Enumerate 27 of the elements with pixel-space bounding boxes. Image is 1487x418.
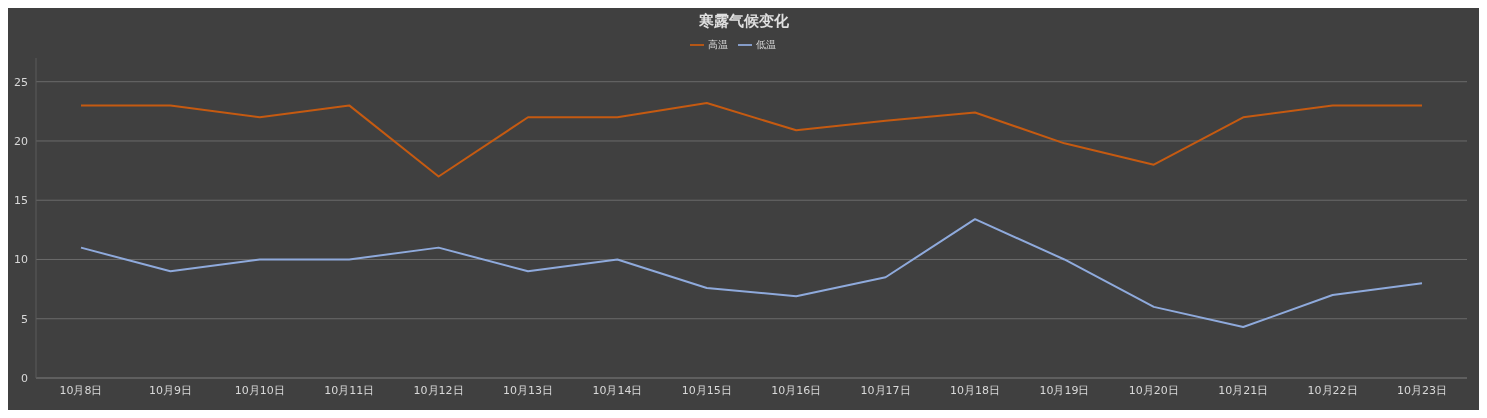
chart-title: 寒露气候变化 xyxy=(697,11,790,32)
line-series xyxy=(80,102,1423,178)
legend-label: 高温 xyxy=(707,39,728,50)
x-tick-label: 10月22日 xyxy=(1307,383,1358,397)
x-tick-label: 10月16日 xyxy=(771,383,822,397)
x-tick-label: 10月18日 xyxy=(950,383,1000,397)
y-tick-label: 0 xyxy=(21,371,28,385)
legend-label: 低温 xyxy=(755,39,776,50)
x-tick-label: 10月8日 xyxy=(59,383,103,397)
line-series xyxy=(80,218,1423,329)
x-tick-label: 10月13日 xyxy=(503,383,553,397)
x-tick-label: 10月20日 xyxy=(1128,383,1179,397)
x-tick-label: 10月11日 xyxy=(324,383,375,397)
x-tick-label: 10月21日 xyxy=(1218,383,1269,397)
x-tick-label: 10月15日 xyxy=(681,383,732,397)
y-tick-label: 20 xyxy=(14,134,28,148)
x-tick-label: 10月10日 xyxy=(234,383,285,397)
x-tick-label: 10月14日 xyxy=(592,383,643,397)
y-tick-label: 5 xyxy=(21,312,28,326)
x-tick-label: 10月23日 xyxy=(1397,383,1447,397)
x-tick-label: 10月19日 xyxy=(1039,383,1090,397)
y-tick-label: 10 xyxy=(14,253,28,267)
x-tick-label: 10月12日 xyxy=(413,383,464,397)
y-tick-label: 15 xyxy=(14,194,28,208)
y-tick-label: 25 xyxy=(14,75,28,89)
x-tick-label: 10月17日 xyxy=(860,383,911,397)
x-tick-label: 10月9日 xyxy=(148,383,192,397)
